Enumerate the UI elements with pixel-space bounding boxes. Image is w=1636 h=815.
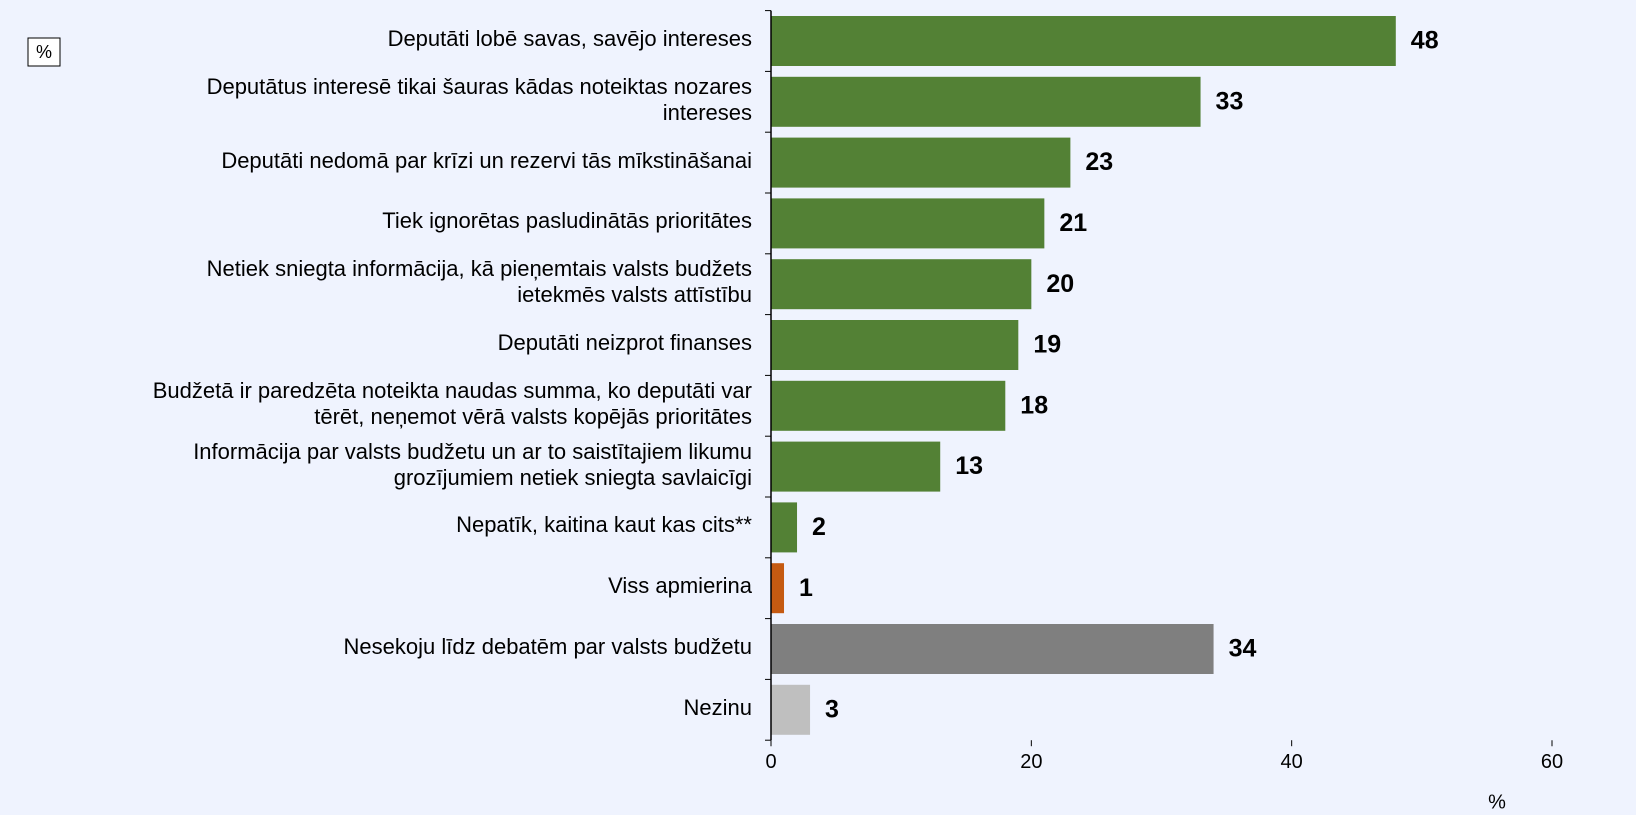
unit-box-label: %: [36, 42, 52, 62]
bar: [771, 320, 1019, 370]
value-label: 19: [1033, 331, 1061, 359]
bar: [771, 502, 798, 553]
x-tick-label: 60: [1541, 751, 1563, 773]
category-label: Nesekoju līdz debatēm par valsts budžetu: [343, 634, 752, 659]
value-label: 21: [1059, 209, 1087, 237]
x-tick-label: 40: [1281, 751, 1303, 773]
x-tick-label: 0: [765, 751, 776, 773]
category-label: Viss apmierina: [608, 573, 752, 599]
category-label: Deputāti lobē savas, savējo intereses: [387, 26, 752, 51]
category-label: Deputāti nedomā par krīzi un rezervi tās…: [221, 147, 752, 173]
bar: [771, 684, 811, 735]
category-label: Budžetā ir paredzēta noteikta naudas sum…: [152, 377, 752, 429]
value-label: 3: [825, 695, 839, 723]
category-label: Nezinu: [683, 694, 752, 720]
bar: [771, 198, 1045, 249]
bar: [771, 259, 1032, 310]
value-label: 2: [812, 513, 826, 541]
x-axis-label: %: [1488, 791, 1506, 813]
category-label: Deputātus interesē tikai šauras kādas no…: [206, 73, 752, 125]
category-label: Informācija par valsts budžetu un ar to …: [193, 438, 752, 490]
value-label: 48: [1411, 27, 1439, 55]
value-label: 13: [955, 452, 983, 480]
category-label: Nepatīk, kaitina kaut kas cits**: [456, 512, 752, 538]
unit-box: [27, 37, 61, 67]
bar: [771, 563, 785, 614]
x-tick-label: 20: [1020, 751, 1042, 773]
bar: [771, 16, 1396, 66]
value-label: 1: [799, 574, 813, 602]
bar: [771, 380, 1006, 431]
category-label: Tiek ignorētas pasludinātās prioritātes: [382, 208, 752, 234]
value-label: 33: [1216, 87, 1244, 115]
bar: [771, 76, 1201, 127]
bar: [771, 137, 1071, 188]
value-label: 34: [1229, 635, 1257, 663]
value-label: 18: [1020, 391, 1048, 419]
value-label: 20: [1046, 270, 1074, 298]
category-label: Deputāti neizprot finanses: [497, 330, 752, 355]
bar: [771, 624, 1214, 674]
value-label: 23: [1085, 148, 1113, 176]
bar: [771, 441, 941, 492]
category-label: Netiek sniegta informācija, kā pieņemtai…: [206, 256, 752, 308]
